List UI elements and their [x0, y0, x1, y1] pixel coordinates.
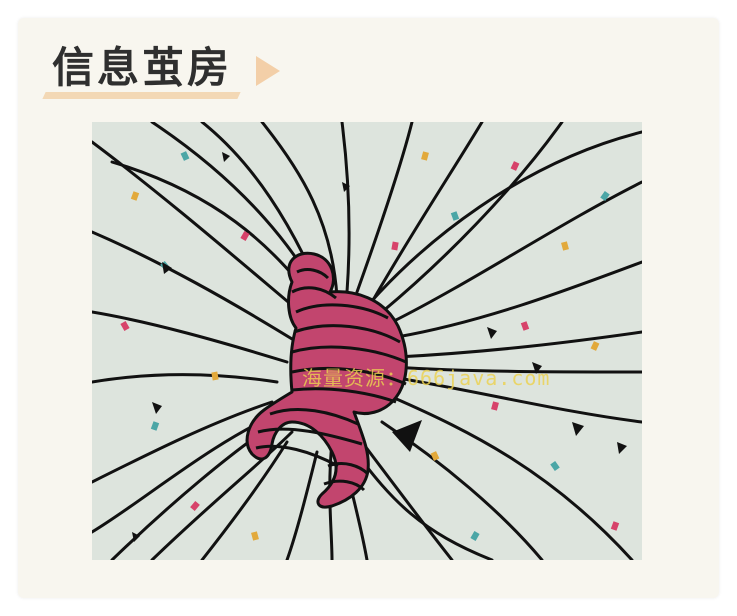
curled-figure [245, 251, 408, 509]
confetti [120, 151, 627, 542]
information-cocoon-illustration: 海量资源：666java.com [92, 122, 642, 560]
play-arrow-icon [256, 56, 280, 86]
watermark-text: 海量资源：666java.com [302, 366, 551, 390]
tangled-lines [92, 122, 642, 560]
section-header: 信息茧房 [42, 40, 284, 102]
illustration-art [92, 122, 642, 560]
section-title: 信息茧房 [52, 43, 233, 92]
